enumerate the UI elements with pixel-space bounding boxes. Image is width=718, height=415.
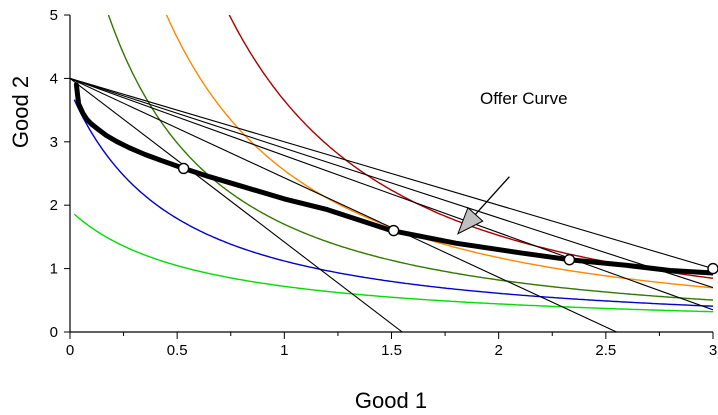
budget-line-2 <box>70 77 617 332</box>
marked-point-2 <box>387 224 400 237</box>
marked-points-layer <box>177 162 718 275</box>
x-tick-label: 0.5 <box>167 342 188 359</box>
budget-line-4 <box>70 77 713 289</box>
x-tick-label: 3 <box>709 342 717 359</box>
x-tick-label: 2.5 <box>595 342 616 359</box>
indifference-curve-1 <box>73 213 713 313</box>
x-axis-title: Good 1 <box>355 388 427 413</box>
budget-line-5 <box>70 77 713 270</box>
y-tick-label: 3 <box>50 134 58 151</box>
x-tick-label: 0 <box>66 342 74 359</box>
axes: 0 0.5 1 1.5 2 2.5 3 0 1 2 3 4 5 <box>50 7 718 359</box>
annotation: Offer Curve <box>457 89 568 235</box>
annotation-arrow-head <box>457 206 484 235</box>
budget-lines-layer <box>70 77 713 332</box>
marked-point-4 <box>707 262 718 275</box>
y-tick-label: 4 <box>50 70 58 87</box>
budget-line-1 <box>70 77 403 332</box>
y-tick-label: 5 <box>50 7 58 24</box>
marked-point-1 <box>177 162 190 175</box>
annotation-arrow-shaft <box>474 176 510 215</box>
budget-line-3 <box>70 77 713 311</box>
annotation-label: Offer Curve <box>480 89 568 108</box>
y-tick-label: 0 <box>50 324 58 341</box>
y-axis-title: Good 2 <box>8 76 33 148</box>
indifference-curve-2 <box>73 99 713 307</box>
indifference-curve-3 <box>107 15 713 301</box>
y-tick-label: 2 <box>50 197 58 214</box>
x-tick-label: 2 <box>494 342 502 359</box>
x-tick-label: 1 <box>280 342 288 359</box>
marked-point-3 <box>563 254 576 266</box>
y-tick-label: 1 <box>50 261 58 278</box>
x-tick-label: 1.5 <box>381 342 402 359</box>
